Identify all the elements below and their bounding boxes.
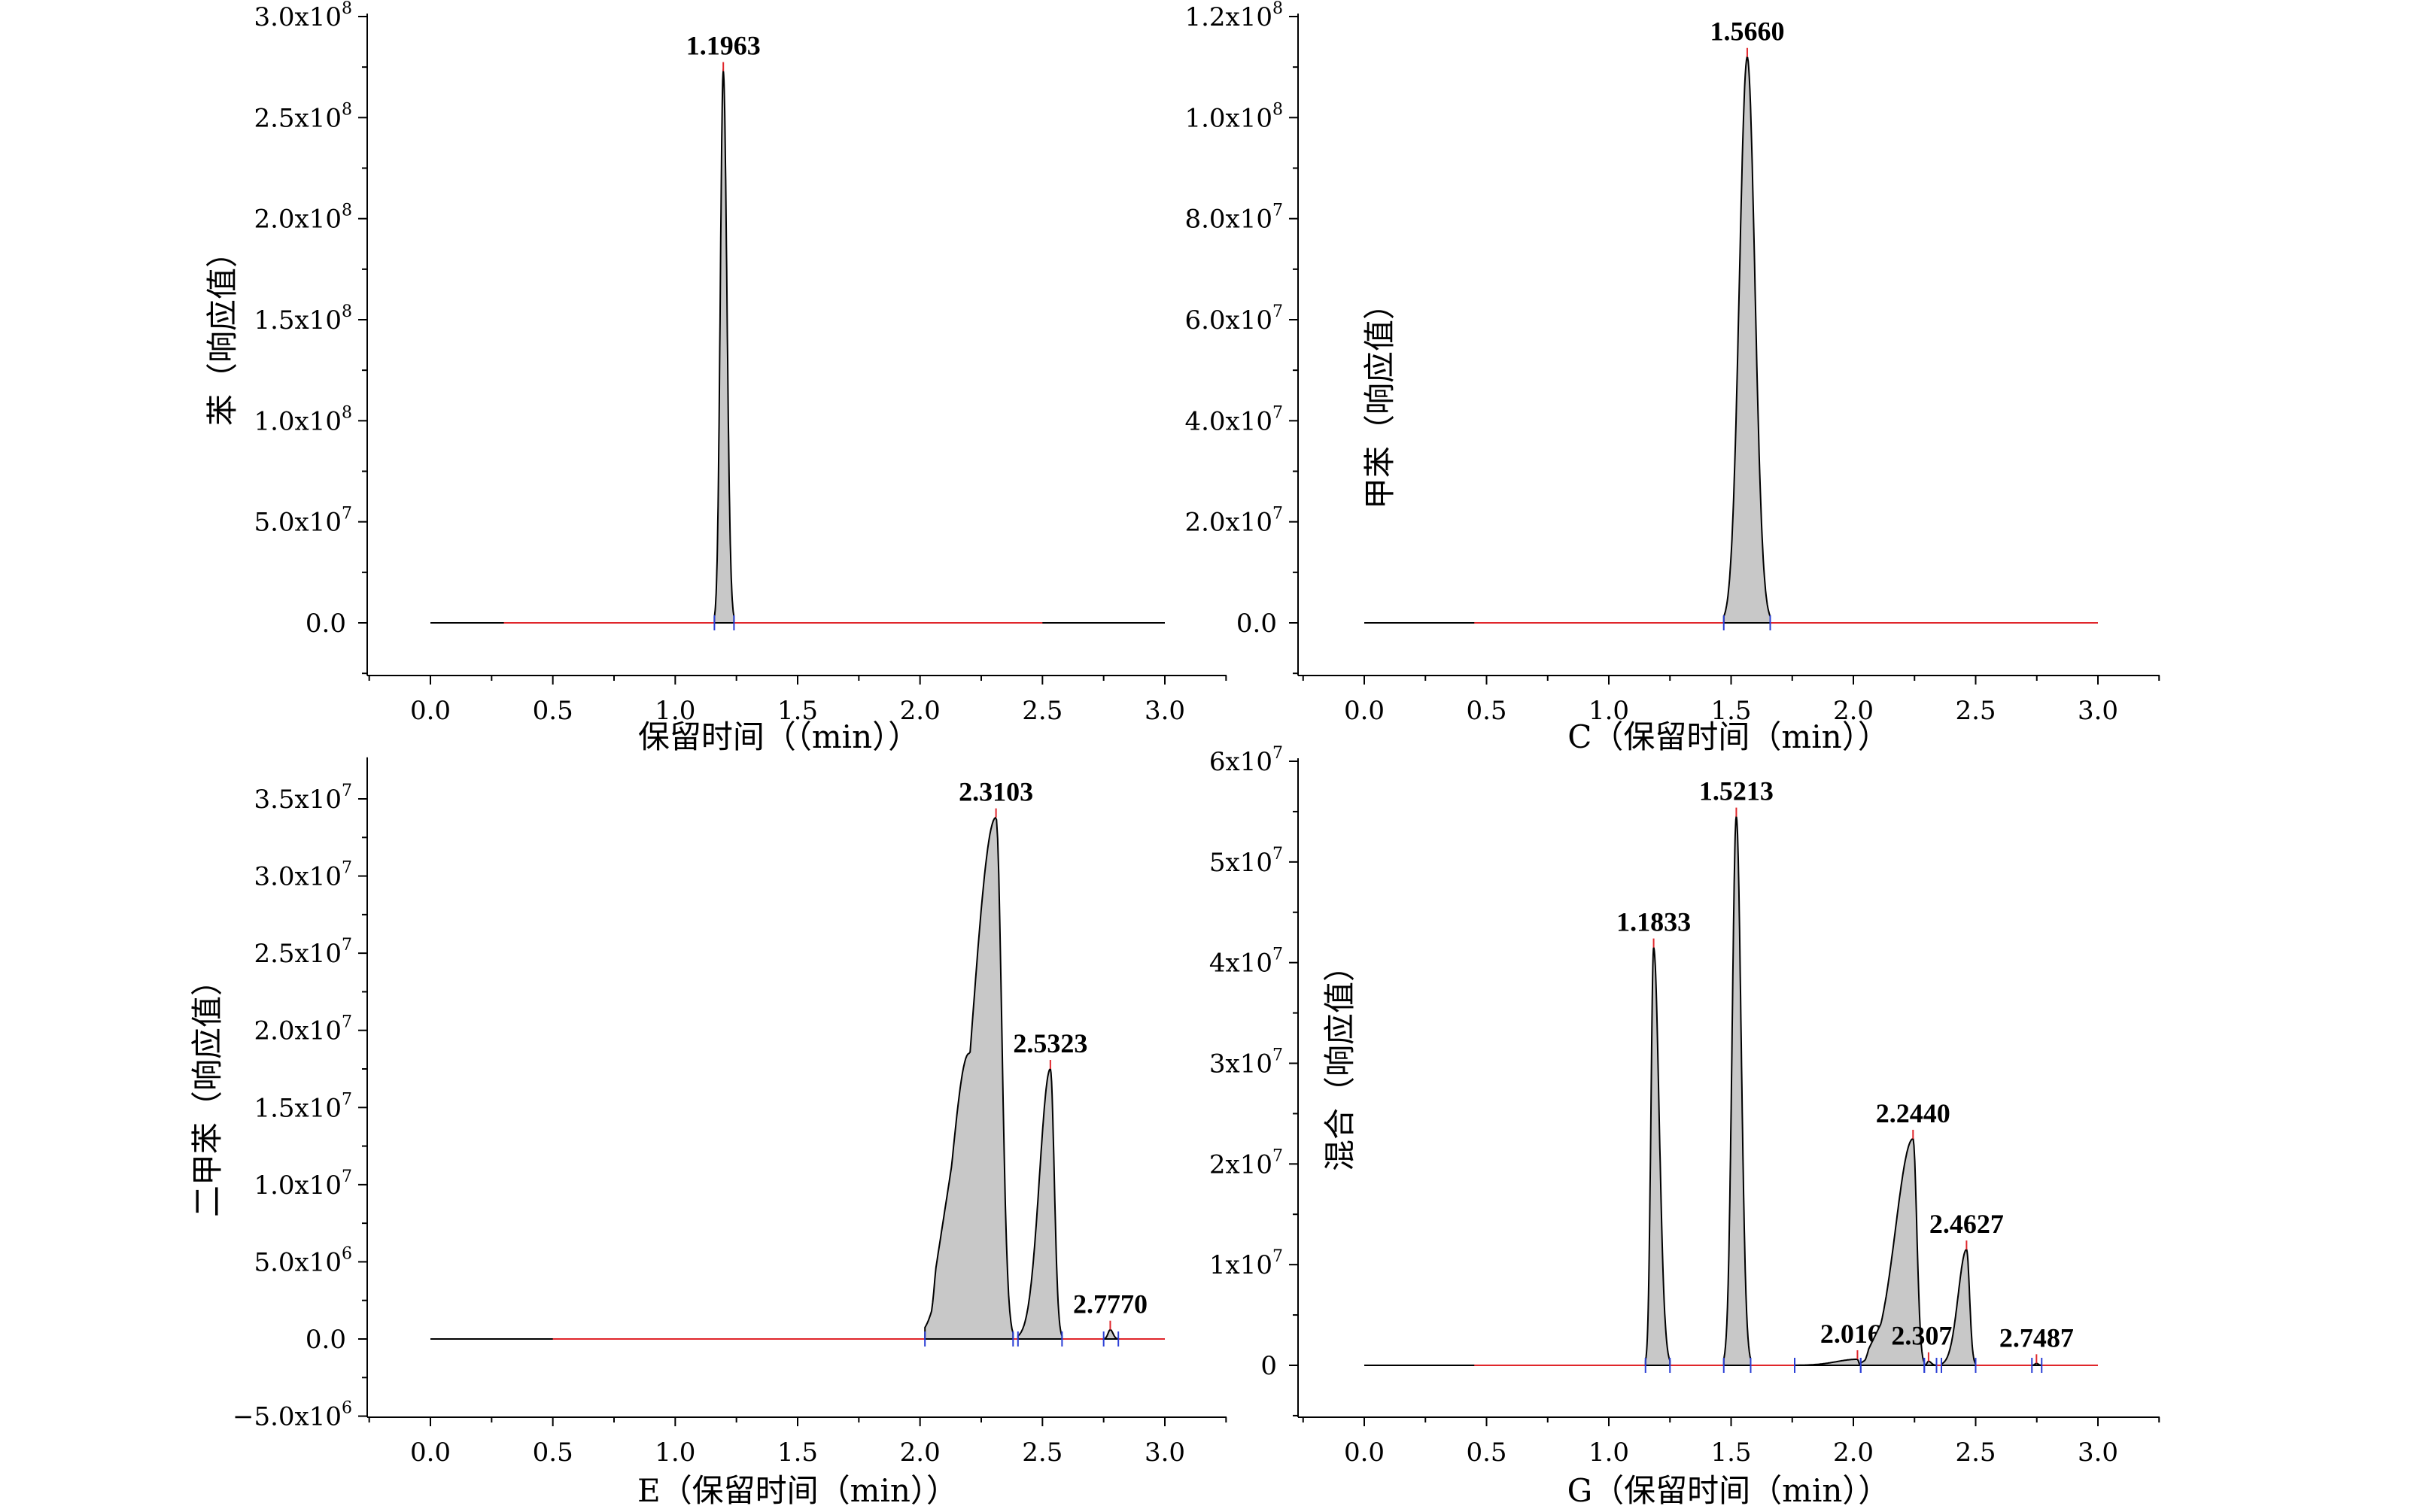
- x-tick-label: 3.0: [2078, 1438, 2118, 1468]
- panel-benzene: 0.0 5.0x107 1.0x108 1.5x108 2.0x108 2.5x108 3.…: [204, 0, 1227, 755]
- y-axis-label: 二甲苯（响应值）: [189, 964, 226, 1217]
- x-tick-label: 3.0: [2078, 696, 2118, 726]
- y-tick-label: 0: [1260, 1351, 1277, 1381]
- peak-label: 2.4627: [1929, 1209, 2004, 1239]
- peak-area: [1923, 1360, 1938, 1366]
- y-tick-label: 3x107: [1209, 1046, 1283, 1079]
- y-tick-label: 1.5x107: [254, 1090, 352, 1123]
- y-tick-label: 1.0x107: [254, 1167, 352, 1201]
- peak-area: [1644, 945, 1671, 1366]
- panel-mixture: 0 1x107 2x107 3x107 4x107 5x107 6x107 0.0 0.5 1.0…: [1209, 744, 2160, 1509]
- peak-area: [1794, 1359, 1862, 1366]
- peak-label: 1.1963: [686, 31, 761, 61]
- panel-toluene: 0.0 2.0x107 4.0x107 6.0x107 8.0x107 1.0x108 1.…: [1184, 0, 2160, 755]
- x-tick-label: 0.0: [1344, 1438, 1385, 1468]
- y-tick-label: 2.5x108: [254, 100, 352, 133]
- y-tick-label: 6x107: [1209, 744, 1283, 777]
- y-tick-label: 8.0x107: [1184, 202, 1283, 235]
- peak-area: [1017, 1067, 1063, 1340]
- y-tick-label: 1.2x108: [1184, 0, 1283, 32]
- y-tick-label: 1x107: [1209, 1247, 1283, 1280]
- x-tick-label: 1.0: [1589, 696, 1629, 726]
- y-tick-label: 5.0x106: [254, 1244, 352, 1277]
- peak-label: 1.1833: [1616, 907, 1691, 937]
- y-tick-label: 6.0x107: [1184, 302, 1283, 335]
- y-tick-label: 0.0: [306, 609, 346, 639]
- y-tick-label: 3.5x107: [254, 782, 352, 815]
- x-tick-label: 1.5: [1710, 696, 1751, 726]
- y-tick-label: 0.0: [306, 1325, 346, 1355]
- peak-area: [924, 816, 1014, 1340]
- x-tick-label: 2.0: [1833, 696, 1874, 726]
- y-tick-label: 5.0x107: [254, 505, 352, 538]
- y-axis-label: 苯（响应值）: [204, 236, 241, 426]
- peak-label: 1.5213: [1699, 776, 1774, 806]
- x-tick-label: 2.5: [1022, 1438, 1063, 1468]
- peak-label: 2.7487: [1999, 1322, 2074, 1353]
- y-tick-label: 1.5x108: [254, 302, 352, 335]
- x-tick-label: 2.5: [1022, 696, 1063, 726]
- y-axis-label: 甲苯（响应值）: [1361, 288, 1398, 509]
- x-axis-label: E（保留时间（min））: [637, 1472, 958, 1509]
- x-tick-label: 3.0: [1145, 696, 1185, 726]
- x-tick-label: 2.0: [1833, 1438, 1874, 1468]
- x-tick-label: 1.0: [655, 696, 695, 726]
- y-tick-label: −5.0x106: [233, 1399, 352, 1432]
- x-tick-label: 0.5: [1466, 1438, 1506, 1468]
- x-tick-label: 2.5: [1955, 1438, 1996, 1468]
- peak-area: [1102, 1328, 1120, 1340]
- y-tick-label: 0.0: [1236, 609, 1277, 639]
- x-tick-label: 0.5: [1466, 696, 1506, 726]
- peak-area: [1722, 814, 1752, 1366]
- x-tick-label: 1.5: [777, 1438, 818, 1468]
- peak-label: 2.2440: [1876, 1098, 1950, 1128]
- x-tick-label: 2.5: [1955, 696, 1996, 726]
- x-tick-label: 0.0: [410, 1438, 451, 1468]
- x-tick-label: 1.0: [655, 1438, 695, 1468]
- x-tick-label: 0.0: [410, 696, 451, 726]
- y-tick-label: 2.0x108: [254, 202, 352, 235]
- y-tick-label: 3.0x108: [254, 0, 352, 32]
- peak-label: 2.7770: [1073, 1289, 1148, 1319]
- peak-area: [1859, 1137, 1926, 1366]
- x-tick-label: 0.5: [533, 1438, 573, 1468]
- x-axis-label: 保留时间（（min））: [638, 718, 920, 755]
- x-tick-label: 2.0: [900, 696, 941, 726]
- peak-label: 2.3103: [959, 777, 1033, 807]
- x-axis-label: G（保留时间（min））: [1567, 1472, 1890, 1509]
- panel-xylene: −5.0x106 0.0 5.0x106 1.0x107 1.5x107 2.0x107 2…: [189, 757, 1227, 1509]
- y-tick-label: 4x107: [1209, 946, 1283, 979]
- y-tick-label: 4.0x107: [1184, 403, 1283, 436]
- x-axis-label: C（保留时间（min））: [1567, 718, 1889, 755]
- x-tick-label: 3.0: [1145, 1438, 1185, 1468]
- y-axis-label: 混合（响应值）: [1321, 950, 1358, 1171]
- peak-area: [2031, 1362, 2042, 1366]
- x-tick-label: 1.5: [777, 696, 818, 726]
- y-tick-label: 2.0x107: [254, 1013, 352, 1046]
- y-tick-label: 1.0x108: [254, 403, 352, 436]
- peak-area: [1722, 56, 1771, 624]
- y-tick-label: 2.5x107: [254, 936, 352, 969]
- peak-area: [1941, 1249, 1977, 1366]
- x-tick-label: 1.0: [1589, 1438, 1629, 1468]
- y-tick-label: 2x107: [1209, 1146, 1283, 1180]
- x-tick-label: 1.5: [1710, 1438, 1751, 1468]
- x-tick-label: 2.0: [900, 1438, 941, 1468]
- y-tick-label: 5x107: [1209, 845, 1283, 878]
- x-tick-label: 0.5: [533, 696, 573, 726]
- x-tick-label: 0.0: [1344, 696, 1385, 726]
- peak-label: 2.5323: [1013, 1028, 1087, 1058]
- y-tick-label: 3.0x107: [254, 859, 352, 892]
- y-tick-label: 1.0x108: [1184, 100, 1283, 133]
- y-tick-label: 2.0x107: [1184, 505, 1283, 538]
- peak-label: 1.5660: [1710, 17, 1784, 47]
- peak-area: [713, 68, 735, 624]
